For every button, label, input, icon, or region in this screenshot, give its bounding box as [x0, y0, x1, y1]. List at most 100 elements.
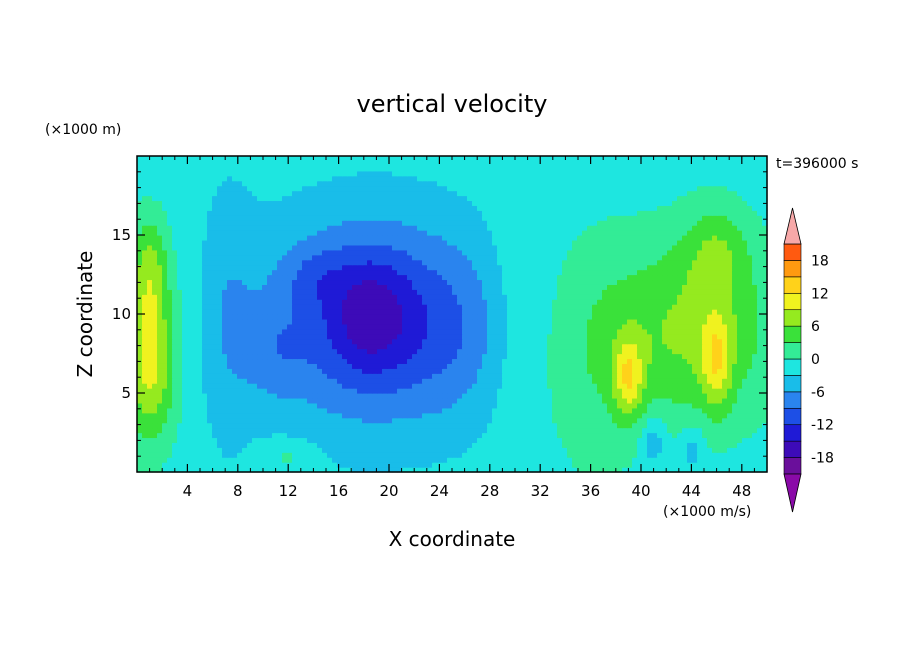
field-cell: [437, 432, 443, 439]
field-cell: [392, 442, 398, 448]
field-cell: [487, 284, 493, 290]
field-cell: [252, 314, 258, 320]
field-cell: [427, 417, 433, 424]
field-cell: [222, 397, 228, 404]
field-cell: [307, 378, 313, 384]
field-cell: [217, 422, 223, 429]
field-cell: [437, 348, 443, 355]
field-cell: [487, 358, 493, 364]
field-cell: [167, 447, 173, 453]
field-cell: [157, 318, 163, 325]
field-cell: [452, 422, 458, 429]
field-cell: [747, 393, 753, 399]
field-cell: [162, 294, 168, 300]
field-cell: [262, 333, 268, 340]
field-cell: [317, 397, 323, 404]
field-cell: [657, 383, 663, 389]
field-cell: [162, 417, 168, 424]
field-cell: [617, 432, 623, 439]
field-cell: [232, 343, 238, 350]
field-cell: [747, 289, 753, 295]
field-cell: [252, 358, 258, 364]
field-cell: [197, 378, 203, 384]
field-cell: [432, 417, 438, 424]
field-cell: [752, 368, 758, 374]
field-cell: [297, 407, 303, 414]
field-cell: [367, 397, 373, 404]
field-cell: [217, 457, 223, 463]
field-cell: [417, 279, 423, 285]
field-cell: [512, 412, 518, 419]
field-cell: [562, 462, 568, 468]
field-cell: [582, 417, 588, 424]
field-cell: [662, 452, 668, 458]
field-cell: [732, 323, 738, 330]
field-cell: [497, 437, 503, 443]
field-cell: [652, 432, 658, 439]
field-cell: [187, 442, 193, 448]
field-cell: [502, 314, 508, 320]
field-cell: [572, 294, 578, 300]
field-cell: [292, 373, 298, 379]
field-cell: [562, 437, 568, 443]
field-cell: [207, 284, 213, 290]
field-cell: [312, 417, 318, 424]
field-cell: [362, 388, 368, 394]
field-cell: [377, 462, 383, 468]
field-cell: [712, 402, 718, 409]
field-cell: [302, 294, 308, 300]
field-cell: [312, 373, 318, 379]
field-cell: [327, 284, 333, 290]
field-cell: [307, 314, 313, 320]
field-cell: [142, 397, 148, 404]
field-cell: [312, 452, 318, 458]
field-cell: [737, 333, 743, 340]
field-cell: [172, 294, 178, 300]
field-cell: [737, 462, 743, 468]
field-cell: [682, 412, 688, 419]
field-cell: [302, 333, 308, 340]
field-cell: [167, 294, 173, 300]
field-cell: [387, 442, 393, 448]
field-cell: [757, 373, 763, 379]
field-cell: [602, 442, 608, 448]
field-cell: [612, 328, 618, 335]
field-cell: [502, 309, 508, 315]
field-cell: [702, 432, 708, 439]
field-cell: [177, 397, 183, 404]
field-cell: [142, 457, 148, 463]
field-cell: [652, 338, 658, 345]
field-cell: [702, 299, 708, 305]
field-cell: [147, 447, 153, 453]
field-cell: [207, 378, 213, 384]
field-cell: [502, 383, 508, 389]
field-cell: [282, 309, 288, 315]
field-cell: [392, 323, 398, 330]
field-cell: [432, 422, 438, 429]
field-cell: [302, 437, 308, 443]
field-cell: [697, 397, 703, 404]
field-cell: [727, 378, 733, 384]
field-cell: [162, 452, 168, 458]
field-cell: [322, 373, 328, 379]
field-cell: [487, 343, 493, 350]
field-cell: [742, 432, 748, 439]
field-cell: [202, 363, 208, 369]
field-cell: [532, 358, 538, 364]
field-cell: [307, 368, 313, 374]
field-cell: [237, 437, 243, 443]
field-cell: [592, 402, 598, 409]
field-cell: [202, 318, 208, 325]
field-cell: [722, 378, 728, 384]
field-cell: [602, 343, 608, 350]
field-cell: [197, 314, 203, 320]
field-cell: [672, 323, 678, 330]
field-cell: [532, 462, 538, 468]
field-cell: [522, 309, 528, 315]
field-cell: [682, 358, 688, 364]
field-cell: [352, 427, 358, 434]
field-cell: [207, 338, 213, 345]
field-cell: [402, 323, 408, 330]
field-cell: [312, 383, 318, 389]
field-cell: [497, 373, 503, 379]
